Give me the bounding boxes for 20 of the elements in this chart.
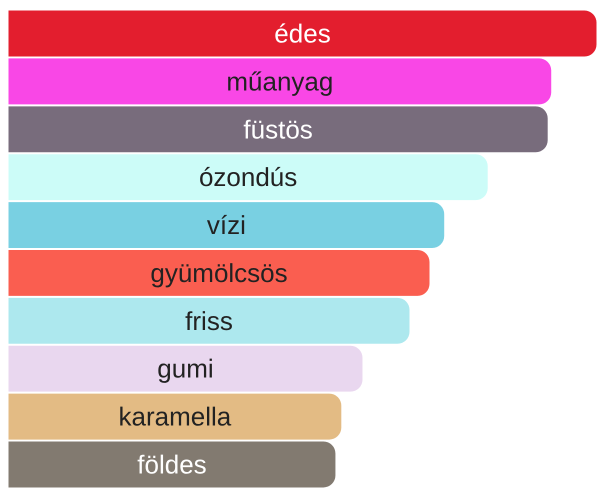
bar [8, 441, 336, 488]
y-tick-label: vízi [206, 210, 246, 240]
bar [8, 250, 430, 296]
bar [8, 202, 444, 248]
y-tick-label: édes [274, 18, 331, 49]
bar [8, 394, 342, 440]
y-tick-label: gyümölcsös [150, 258, 288, 288]
y-tick-label: földes [137, 449, 207, 480]
bar [8, 10, 596, 57]
bar [8, 346, 362, 392]
bar [8, 106, 548, 152]
y-tick-label: füstös [243, 114, 313, 144]
bar [8, 154, 488, 200]
bar [8, 298, 410, 344]
y-tick-label: ózondús [198, 162, 298, 192]
y-tick-label: friss [185, 306, 233, 336]
y-tick-label: műanyag [226, 66, 334, 96]
bar [8, 58, 552, 104]
y-tick-label: gumi [157, 354, 214, 384]
y-tick-label: karamella [118, 402, 232, 432]
